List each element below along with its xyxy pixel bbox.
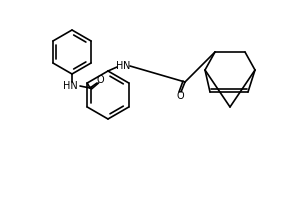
Text: N: N xyxy=(123,61,131,71)
Text: O: O xyxy=(176,91,184,101)
Text: O: O xyxy=(96,75,104,85)
Text: HN: HN xyxy=(63,81,77,91)
Text: H: H xyxy=(116,61,124,71)
